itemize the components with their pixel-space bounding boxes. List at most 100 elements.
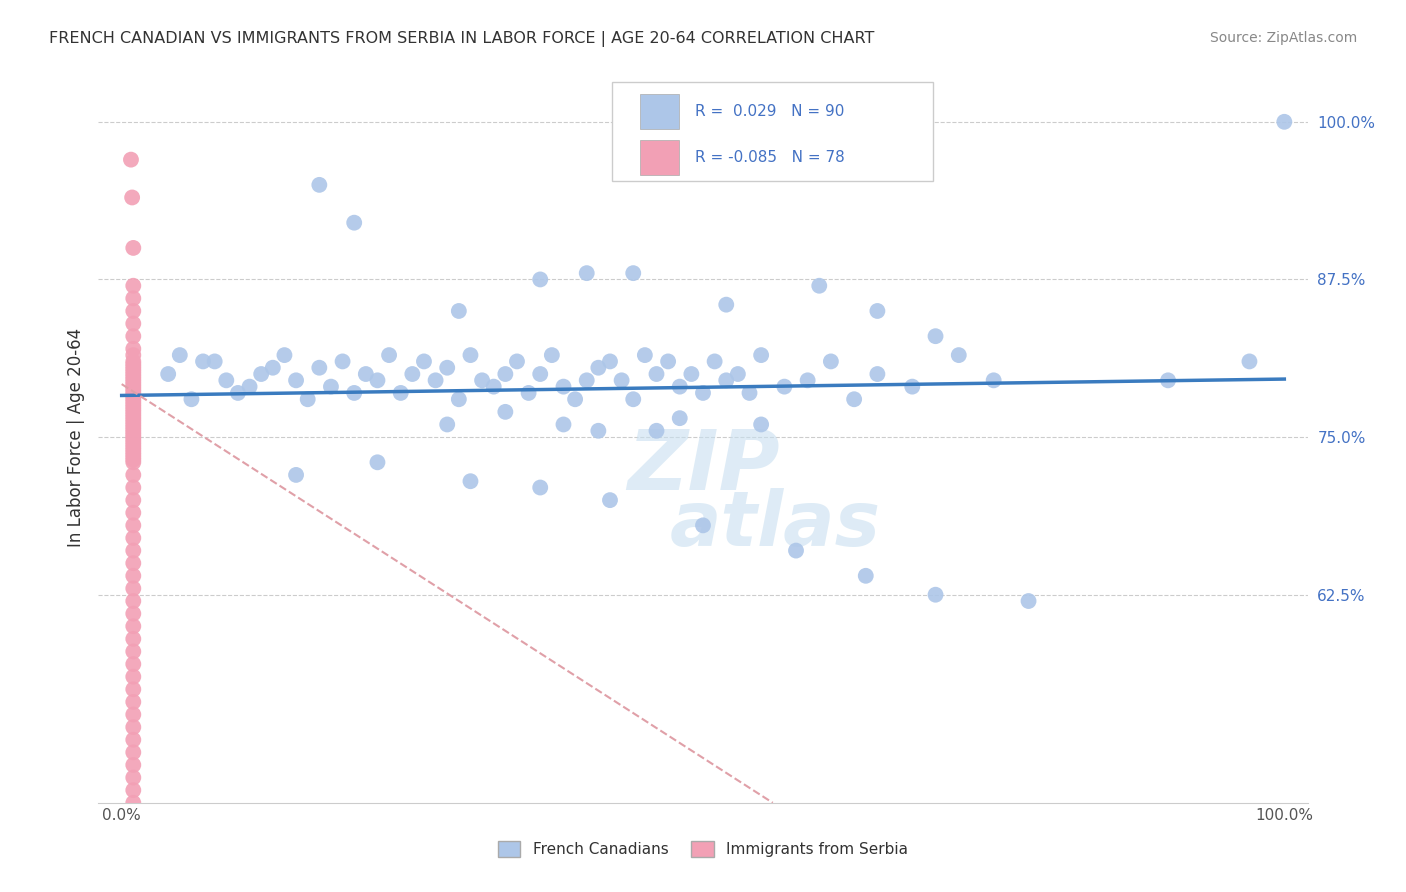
Point — [122, 448, 145, 462]
Point — [634, 348, 657, 362]
Point — [122, 400, 145, 414]
Point — [924, 329, 946, 343]
Point — [285, 467, 308, 482]
Point — [122, 518, 145, 533]
Point — [529, 272, 551, 286]
Point — [1157, 373, 1180, 387]
Point — [122, 420, 145, 434]
Point — [948, 348, 970, 362]
Point — [122, 682, 145, 697]
Point — [122, 394, 145, 409]
Point — [122, 304, 145, 318]
Text: Source: ZipAtlas.com: Source: ZipAtlas.com — [1209, 31, 1357, 45]
Point — [808, 278, 831, 293]
Point — [681, 367, 703, 381]
Point — [297, 392, 319, 407]
Point — [716, 298, 738, 312]
Point — [122, 450, 145, 465]
Point — [122, 357, 145, 371]
Point — [773, 379, 796, 393]
Y-axis label: In Labor Force | Age 20-64: In Labor Force | Age 20-64 — [66, 327, 84, 547]
Point — [983, 373, 1005, 387]
Text: atlas: atlas — [671, 488, 882, 562]
Point — [122, 607, 145, 621]
Point — [599, 354, 621, 368]
Point — [122, 291, 145, 305]
Point — [529, 367, 551, 381]
Point — [668, 411, 690, 425]
Point — [401, 367, 423, 381]
Text: FRENCH CANADIAN VS IMMIGRANTS FROM SERBIA IN LABOR FORCE | AGE 20-64 CORRELATION: FRENCH CANADIAN VS IMMIGRANTS FROM SERBI… — [49, 31, 875, 47]
Point — [122, 657, 145, 671]
Point — [924, 588, 946, 602]
Point — [901, 379, 924, 393]
Point — [657, 354, 679, 368]
Point — [122, 632, 145, 646]
Point — [273, 348, 295, 362]
Point — [122, 348, 145, 362]
Point — [413, 354, 436, 368]
Point — [692, 518, 714, 533]
Point — [575, 373, 598, 387]
Point — [122, 720, 145, 734]
Point — [785, 543, 807, 558]
Point — [692, 386, 714, 401]
Point — [204, 354, 226, 368]
Point — [122, 417, 145, 432]
Point — [157, 367, 180, 381]
Point — [494, 405, 516, 419]
Point — [122, 408, 145, 422]
Point — [122, 241, 145, 255]
Point — [122, 342, 145, 356]
Text: R =  0.029   N = 90: R = 0.029 N = 90 — [695, 104, 844, 120]
Point — [122, 543, 145, 558]
Point — [471, 373, 494, 387]
Point — [703, 354, 725, 368]
Point — [122, 369, 145, 384]
Point — [122, 387, 145, 401]
Point — [122, 442, 145, 457]
Point — [575, 266, 598, 280]
Point — [716, 373, 738, 387]
Point — [215, 373, 238, 387]
Point — [121, 190, 143, 204]
Point — [366, 373, 388, 387]
Point — [122, 278, 145, 293]
Point — [122, 467, 145, 482]
Point — [169, 348, 191, 362]
Point — [389, 386, 412, 401]
Point — [180, 392, 202, 407]
Point — [122, 415, 145, 429]
Point — [122, 437, 145, 451]
Point — [122, 455, 145, 469]
Point — [122, 594, 145, 608]
Point — [319, 379, 342, 393]
Point — [482, 379, 505, 393]
Point — [122, 556, 145, 570]
Point — [122, 379, 145, 393]
Point — [343, 386, 366, 401]
Point — [122, 695, 145, 709]
Point — [250, 367, 273, 381]
Point — [122, 367, 145, 381]
Point — [866, 304, 889, 318]
Point — [122, 670, 145, 684]
Point — [122, 402, 145, 417]
Point — [122, 707, 145, 722]
Point — [122, 409, 145, 424]
Point — [366, 455, 388, 469]
Point — [122, 435, 145, 450]
Point — [425, 373, 447, 387]
Point — [553, 417, 575, 432]
Point — [436, 360, 458, 375]
Point — [122, 427, 145, 442]
Point — [122, 382, 145, 396]
Point — [122, 745, 145, 759]
Point — [122, 771, 145, 785]
Point — [844, 392, 866, 407]
Point — [122, 430, 145, 444]
Point — [447, 392, 470, 407]
Point — [855, 569, 877, 583]
Point — [564, 392, 586, 407]
Point — [796, 373, 818, 387]
